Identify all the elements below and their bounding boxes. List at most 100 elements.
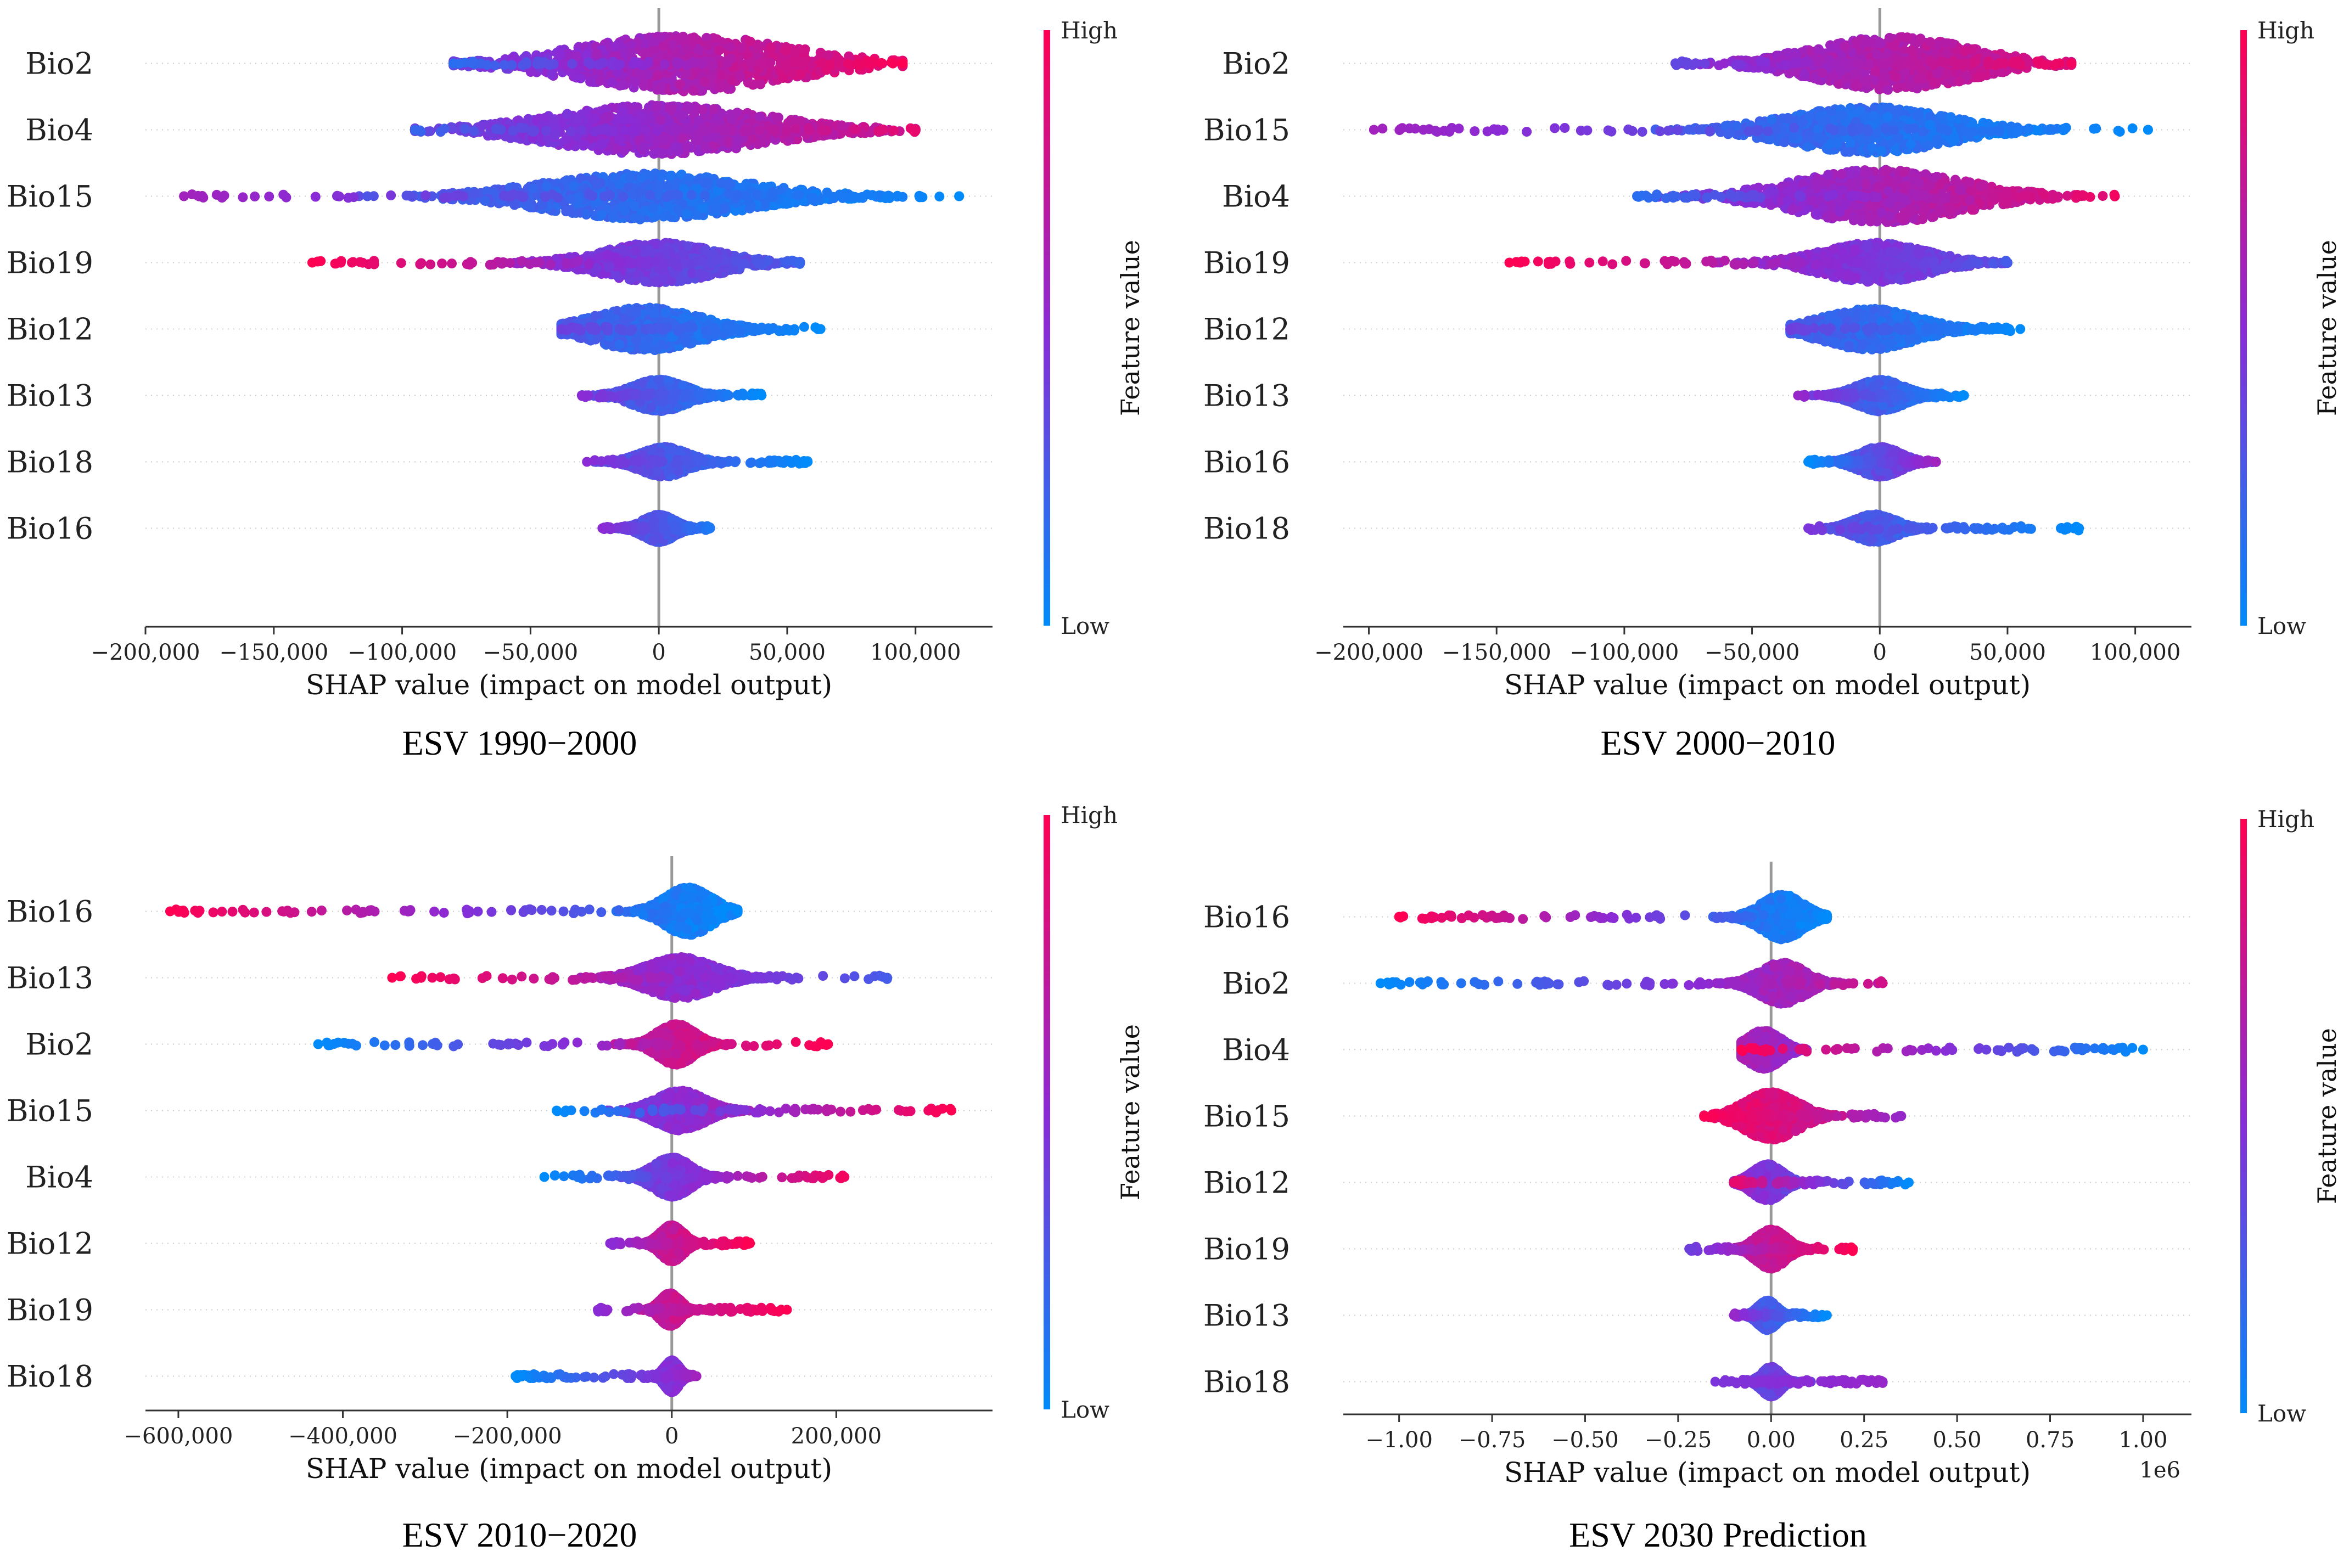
shap-dot bbox=[800, 44, 810, 54]
shap-dot bbox=[631, 303, 642, 313]
shap-dot bbox=[386, 190, 396, 200]
shap-dot bbox=[597, 210, 607, 220]
shap-dot bbox=[658, 41, 669, 52]
shap-dot bbox=[699, 271, 710, 281]
shap-dot bbox=[575, 325, 586, 336]
shap-dot bbox=[732, 135, 743, 145]
shap-dot bbox=[613, 60, 624, 70]
shap-dot bbox=[644, 190, 655, 200]
feature-swarm-bio15 bbox=[179, 168, 965, 224]
shap-dot bbox=[680, 123, 691, 133]
shap-dot bbox=[700, 190, 710, 201]
shap-dot bbox=[536, 58, 547, 69]
shap-dot bbox=[625, 173, 635, 183]
shap-dot bbox=[620, 206, 630, 216]
shap-dot bbox=[629, 201, 640, 211]
shap-dot bbox=[850, 124, 860, 134]
shap-dot bbox=[425, 259, 436, 269]
shap-dot bbox=[540, 191, 550, 201]
shap-dot bbox=[631, 245, 641, 256]
shap-dot bbox=[684, 102, 694, 113]
shap-panel-1: Bio2Bio4Bio15Bio19Bio12Bio13Bio18Bio16−2… bbox=[7, 8, 1145, 762]
shap-dot bbox=[653, 70, 663, 81]
shap-dot bbox=[699, 76, 710, 87]
shap-dot bbox=[654, 323, 664, 334]
shap-dot bbox=[640, 276, 651, 286]
shap-dot bbox=[625, 326, 635, 336]
shap-dot bbox=[700, 126, 710, 136]
shap-dot bbox=[791, 123, 801, 134]
shap-dot bbox=[619, 315, 630, 325]
shap-dot bbox=[837, 120, 847, 131]
shap-dot bbox=[823, 50, 834, 60]
shap-dot bbox=[746, 57, 756, 68]
shap-dot bbox=[745, 36, 755, 47]
shap-dot bbox=[566, 127, 576, 137]
shap-dot bbox=[659, 134, 670, 145]
shap-dot bbox=[603, 310, 613, 321]
shap-dot bbox=[780, 45, 791, 55]
shap-dot bbox=[736, 43, 747, 53]
shap-dot bbox=[584, 189, 595, 200]
shap-dot bbox=[670, 142, 681, 152]
shap-dot bbox=[686, 189, 697, 200]
shap-dot bbox=[664, 125, 674, 135]
shap-dot bbox=[585, 322, 595, 332]
shap-dot bbox=[700, 143, 710, 153]
shap-dot bbox=[599, 125, 609, 134]
shap-dot bbox=[660, 307, 671, 318]
shap-dot bbox=[332, 191, 342, 201]
shap-dot bbox=[648, 203, 658, 213]
shap-dot bbox=[724, 323, 734, 334]
shap-dot bbox=[627, 258, 638, 268]
shap-dot bbox=[466, 257, 476, 267]
shap-dot bbox=[508, 126, 518, 136]
shap-dot bbox=[460, 124, 470, 134]
shap-dot bbox=[621, 247, 632, 257]
shap-dot bbox=[726, 42, 736, 52]
shap-dot bbox=[586, 59, 596, 69]
shap-dot bbox=[675, 79, 685, 89]
shap-dot bbox=[619, 125, 630, 136]
shap-dot bbox=[238, 192, 248, 203]
shap-dot bbox=[673, 190, 683, 200]
shap-dot bbox=[614, 339, 625, 350]
shap-dot bbox=[488, 260, 498, 269]
shap-dot bbox=[877, 125, 887, 135]
shap-dot bbox=[608, 127, 619, 137]
shap-dot bbox=[482, 60, 492, 70]
shap-dot bbox=[700, 325, 711, 336]
shap-dot bbox=[815, 324, 826, 334]
shap-dot bbox=[579, 139, 590, 150]
shap-dot bbox=[656, 32, 666, 42]
shap-dot bbox=[307, 257, 317, 268]
shap-dot bbox=[808, 193, 818, 203]
shap-dot bbox=[888, 125, 899, 136]
shap-dot bbox=[642, 259, 653, 269]
shap-dot bbox=[817, 58, 827, 68]
shap-dot bbox=[658, 273, 669, 284]
shap-dot bbox=[799, 57, 809, 68]
shap-dot bbox=[595, 76, 606, 86]
shap-dot bbox=[618, 192, 629, 202]
shap-dot bbox=[598, 58, 608, 68]
shap-dot bbox=[618, 108, 627, 118]
shap-dot bbox=[744, 203, 755, 213]
shap-dot bbox=[576, 125, 586, 136]
shap-dot bbox=[607, 77, 617, 88]
shap-dot bbox=[678, 110, 688, 120]
shap-dot bbox=[786, 115, 796, 125]
shap-dot bbox=[707, 258, 717, 268]
shap-dot bbox=[769, 126, 780, 136]
shap-dot bbox=[609, 42, 620, 52]
shap-dot bbox=[466, 58, 476, 68]
shap-dot bbox=[347, 257, 357, 268]
shap-dot bbox=[343, 193, 354, 203]
shap-dot bbox=[541, 126, 551, 136]
shap-dot bbox=[884, 193, 895, 203]
shap-dot bbox=[608, 212, 618, 223]
shap-dot bbox=[435, 127, 446, 137]
shap-dot bbox=[677, 249, 688, 259]
shap-dot bbox=[550, 130, 560, 140]
shap-dot bbox=[688, 322, 698, 333]
